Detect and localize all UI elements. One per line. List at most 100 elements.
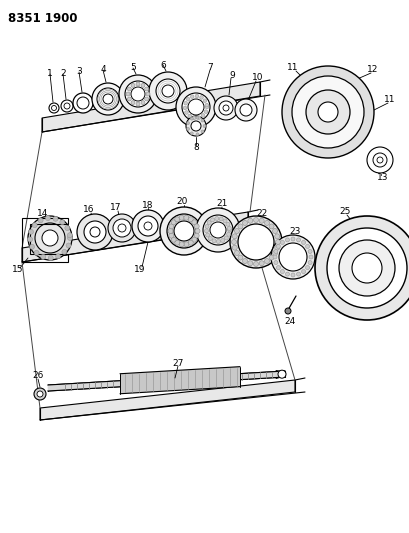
Circle shape	[183, 242, 189, 247]
Circle shape	[188, 240, 193, 245]
Circle shape	[127, 87, 131, 91]
Circle shape	[84, 221, 106, 243]
Circle shape	[366, 147, 392, 173]
Circle shape	[56, 254, 61, 259]
Circle shape	[191, 220, 196, 225]
Circle shape	[28, 229, 34, 235]
Circle shape	[200, 130, 204, 133]
Circle shape	[196, 133, 198, 136]
Text: 4: 4	[100, 66, 106, 75]
Circle shape	[182, 93, 209, 121]
Circle shape	[73, 93, 93, 113]
Circle shape	[202, 215, 232, 245]
Circle shape	[237, 255, 243, 260]
Circle shape	[301, 240, 305, 245]
Text: 10: 10	[252, 74, 263, 83]
Circle shape	[92, 83, 124, 115]
Circle shape	[274, 234, 279, 239]
Circle shape	[258, 218, 263, 223]
Circle shape	[175, 87, 216, 127]
Circle shape	[67, 233, 72, 238]
Circle shape	[224, 236, 228, 240]
Circle shape	[127, 97, 131, 101]
Circle shape	[258, 261, 263, 266]
Circle shape	[274, 245, 279, 250]
Text: 16: 16	[83, 206, 94, 214]
Circle shape	[326, 228, 406, 308]
Circle shape	[234, 251, 239, 255]
Circle shape	[179, 215, 184, 220]
Circle shape	[34, 251, 39, 255]
Circle shape	[38, 218, 43, 223]
Circle shape	[136, 102, 139, 106]
Circle shape	[305, 90, 349, 134]
Text: 5: 5	[130, 63, 135, 72]
Circle shape	[210, 218, 214, 222]
Circle shape	[296, 238, 300, 242]
Circle shape	[253, 262, 258, 266]
Circle shape	[195, 229, 200, 233]
Circle shape	[183, 101, 187, 105]
Circle shape	[136, 82, 139, 86]
Circle shape	[196, 208, 239, 252]
Circle shape	[272, 251, 277, 255]
Circle shape	[45, 216, 50, 221]
Circle shape	[144, 97, 148, 101]
Circle shape	[183, 215, 189, 220]
Circle shape	[174, 217, 179, 222]
Circle shape	[290, 273, 294, 277]
Circle shape	[35, 223, 65, 253]
Circle shape	[237, 224, 243, 229]
Circle shape	[338, 240, 394, 296]
Circle shape	[118, 224, 126, 232]
Text: 14: 14	[37, 209, 49, 219]
Text: 11: 11	[383, 95, 395, 104]
Circle shape	[34, 388, 46, 400]
Circle shape	[253, 217, 258, 222]
Circle shape	[77, 97, 89, 109]
Circle shape	[276, 265, 280, 270]
Circle shape	[173, 221, 193, 241]
Circle shape	[191, 237, 196, 242]
Text: 20: 20	[176, 198, 187, 206]
Circle shape	[29, 244, 34, 249]
Circle shape	[227, 228, 231, 232]
Circle shape	[214, 216, 218, 221]
Circle shape	[166, 214, 200, 248]
Circle shape	[237, 224, 273, 260]
Circle shape	[103, 94, 113, 104]
Circle shape	[138, 216, 157, 236]
Circle shape	[141, 101, 145, 104]
Circle shape	[131, 87, 145, 101]
Circle shape	[191, 121, 200, 131]
Circle shape	[219, 217, 222, 221]
Text: 9: 9	[229, 70, 234, 79]
Circle shape	[308, 255, 312, 259]
Circle shape	[169, 233, 173, 238]
Circle shape	[268, 255, 273, 260]
Circle shape	[199, 96, 203, 99]
Circle shape	[144, 222, 152, 230]
Circle shape	[273, 249, 277, 253]
Polygon shape	[42, 82, 259, 132]
Text: 21: 21	[216, 199, 227, 208]
Circle shape	[27, 237, 32, 242]
Circle shape	[155, 79, 180, 103]
Circle shape	[204, 105, 208, 109]
Circle shape	[276, 245, 280, 248]
Circle shape	[231, 245, 237, 250]
Circle shape	[32, 223, 37, 228]
Circle shape	[216, 239, 220, 244]
Circle shape	[160, 207, 207, 255]
Circle shape	[196, 116, 198, 119]
Circle shape	[168, 229, 173, 233]
Circle shape	[220, 238, 224, 243]
Circle shape	[227, 227, 231, 230]
Circle shape	[108, 214, 136, 242]
Circle shape	[277, 370, 285, 378]
Circle shape	[200, 119, 204, 122]
Circle shape	[183, 106, 187, 110]
Circle shape	[194, 233, 199, 238]
Circle shape	[190, 117, 193, 120]
Circle shape	[204, 110, 207, 114]
